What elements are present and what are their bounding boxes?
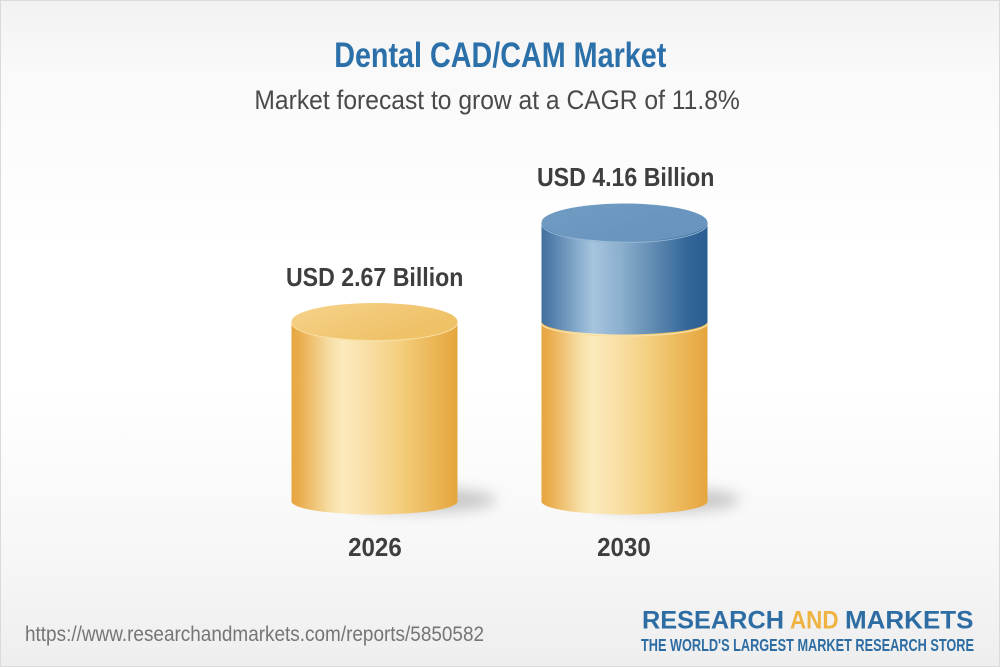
svg-text:AND: AND [790, 606, 839, 634]
svg-text:RESEARCH: RESEARCH [642, 606, 784, 634]
svg-text:MARKETS: MARKETS [845, 606, 974, 634]
svg-text:THE WORLD'S LARGEST MARKET RES: THE WORLD'S LARGEST MARKET RESEARCH STOR… [641, 635, 974, 655]
